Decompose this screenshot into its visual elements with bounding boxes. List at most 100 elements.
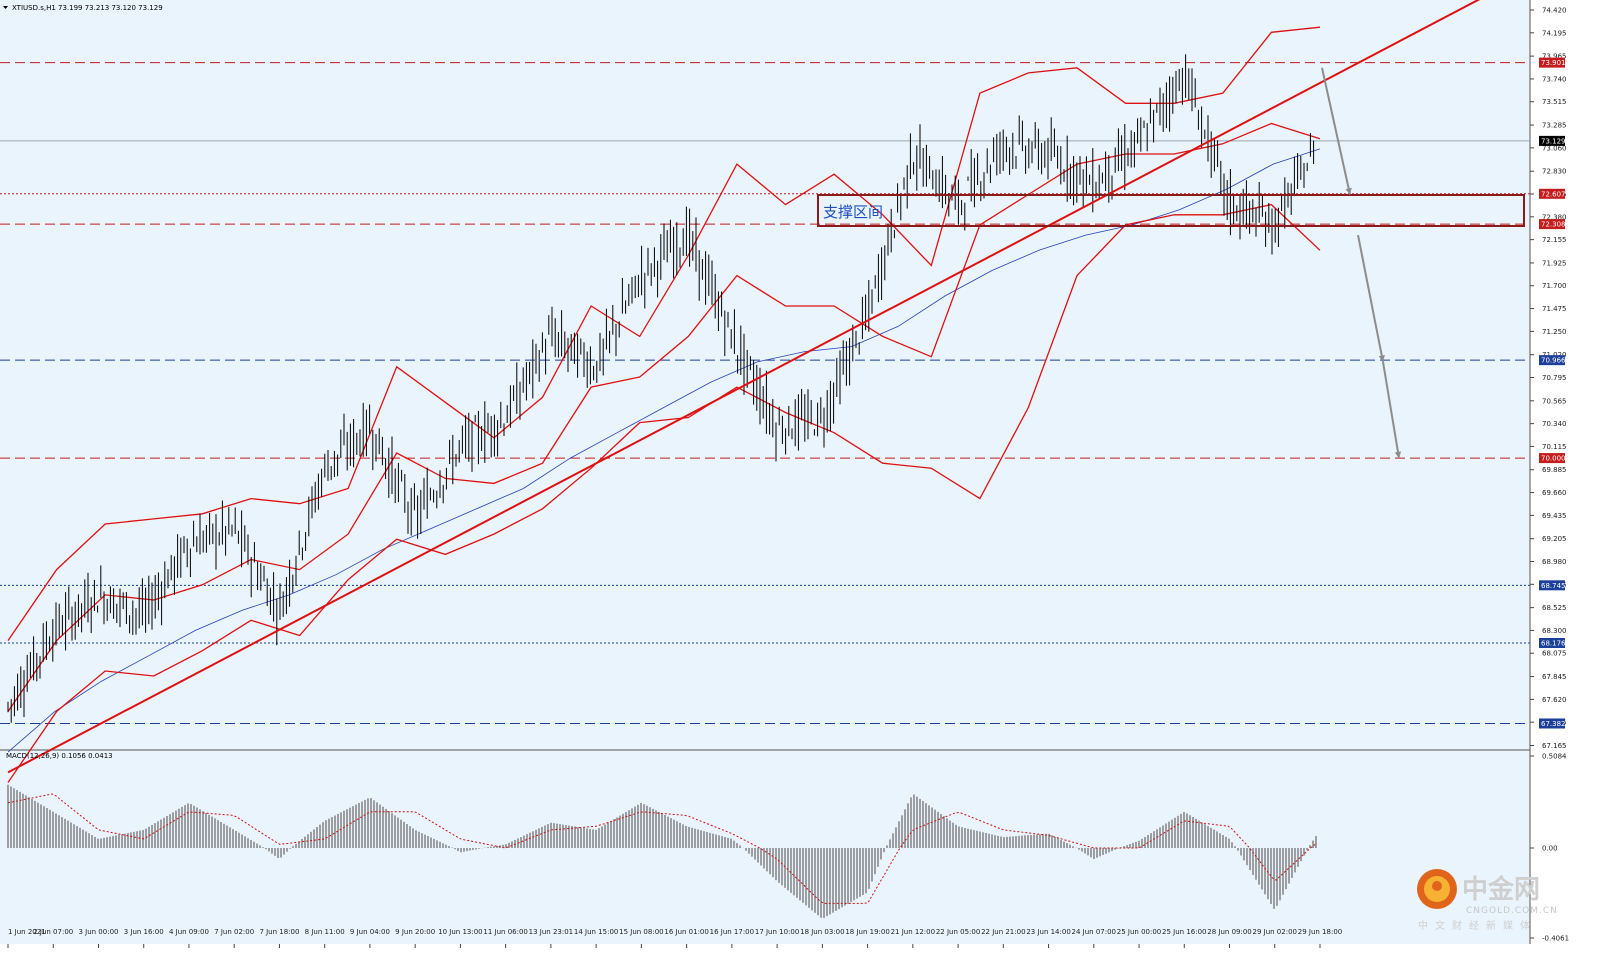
time-tick-label: 9 Jun 20:00 <box>395 928 435 936</box>
moving-average-line <box>7 148 1321 753</box>
time-axis-bg <box>0 944 1530 960</box>
time-tick-label: 17 Jun 10:00 <box>755 928 799 936</box>
price-tick-label: 71.475 <box>1542 305 1567 313</box>
price-tag-label: 72.308 <box>1541 221 1566 229</box>
price-tick-label: 68.980 <box>1542 558 1567 566</box>
price-tick-label: 72.380 <box>1542 213 1567 221</box>
cngold-logo: 中金网 CNGOLD.COM.CN 中文财经新媒体 <box>1417 869 1558 932</box>
price-tick-label: 68.525 <box>1542 604 1567 612</box>
bollinger-middle-line <box>7 122 1321 712</box>
time-tick-label: 22 Jun 05:00 <box>936 928 980 936</box>
price-tag <box>1539 453 1565 464</box>
price-tag-label: 70.000 <box>1541 455 1566 463</box>
price-tick-label: 67.165 <box>1542 742 1567 750</box>
time-tick-label: 7 Jun 02:00 <box>214 928 254 936</box>
time-tick-label: 24 Jun 07:00 <box>1072 928 1116 936</box>
time-tick-label: 22 Jun 21:00 <box>981 928 1025 936</box>
macd-tick-label: 0.5084 <box>1542 753 1567 761</box>
bollinger-lower-line <box>7 203 1321 783</box>
time-tick-label: 15 Jun 08:00 <box>619 928 663 936</box>
projection-segment <box>1357 234 1384 362</box>
macd-tick-label: 0.00 <box>1542 845 1558 853</box>
time-tick-label: 13 Jun 23:01 <box>529 928 573 936</box>
level-lines <box>0 62 1530 724</box>
projection-arrowhead <box>1345 187 1352 195</box>
price-tick-label: 71.250 <box>1542 328 1567 336</box>
time-tick-label: 2 Jun 07:00 <box>33 928 73 936</box>
bollinger-bands <box>7 26 1321 783</box>
macd-signal-path <box>7 793 1317 904</box>
time-tick-label: 14 Jun 15:00 <box>574 928 618 936</box>
trendline-group[interactable] <box>7 0 1538 774</box>
price-tick-label: 71.700 <box>1542 282 1567 290</box>
price-tick-label: 68.300 <box>1542 627 1567 635</box>
projection-segment <box>1382 361 1400 459</box>
time-tick-label: 16 Jun 01:00 <box>664 928 708 936</box>
price-tick-label: 73.060 <box>1542 144 1567 152</box>
macd-plot-bg <box>0 750 1530 944</box>
price-tag-label: 68.176 <box>1541 640 1566 648</box>
price-tick-label: 74.195 <box>1542 29 1567 37</box>
time-tick-label: 21 Jun 12:00 <box>891 928 935 936</box>
price-tick-label: 70.565 <box>1542 397 1567 405</box>
price-tag-label: 72.607 <box>1541 190 1566 198</box>
price-tick-label: 69.885 <box>1542 466 1567 474</box>
projection-arrowhead <box>1394 451 1402 459</box>
time-tick-label: 3 Jun 16:00 <box>124 928 164 936</box>
price-tick-label: 73.515 <box>1542 98 1567 106</box>
price-tag <box>1539 355 1565 366</box>
projection-arrows <box>1321 67 1402 459</box>
price-tick-label: 69.660 <box>1542 489 1567 497</box>
time-tick-label: 1 Jun 2021 <box>8 928 46 936</box>
rising-trendline[interactable] <box>7 0 1538 774</box>
time-tick-label: 16 Jun 17:00 <box>710 928 754 936</box>
time-tick-label: 7 Jun 18:00 <box>259 928 299 936</box>
price-tick-label: 69.435 <box>1542 512 1567 520</box>
price-tag-label: 70.966 <box>1541 357 1566 365</box>
macd-histogram <box>7 784 1317 918</box>
price-axis-bg <box>1530 0 1600 960</box>
time-tick-label: 23 Jun 14:00 <box>1026 928 1070 936</box>
price-tag <box>1539 135 1565 146</box>
projection-segment <box>1321 67 1351 195</box>
macd-axis-ticks: 0.5084 0.00 -0.4061 <box>1530 753 1569 943</box>
support-zone-group[interactable]: 支撑区间 <box>817 194 1525 227</box>
price-tag-label: 68.745 <box>1541 582 1566 590</box>
price-tick-label: 73.965 <box>1542 53 1567 61</box>
price-tick-label: 71.925 <box>1542 259 1567 267</box>
logo-text: 中金网 <box>1462 874 1540 905</box>
dropdown-icon[interactable] <box>3 6 8 9</box>
time-tick-label: 25 Jun 16:00 <box>1162 928 1206 936</box>
time-tick-label: 18 Jun 19:00 <box>845 928 889 936</box>
price-tag <box>1539 580 1565 591</box>
price-tick-label: 73.285 <box>1542 122 1567 130</box>
macd-header: MACD(12,26,9) 0.1056 0.0413 <box>6 752 113 760</box>
price-tick-label: 69.205 <box>1542 535 1567 543</box>
time-tick-label: 9 Jun 04:00 <box>350 928 390 936</box>
price-tick-label: 73.740 <box>1542 75 1567 83</box>
time-tick-label: 11 Jun 06:00 <box>483 928 527 936</box>
price-tag <box>1539 718 1565 729</box>
price-tag <box>1539 188 1565 199</box>
time-tick-label: 25 Jun 00:00 <box>1117 928 1161 936</box>
price-tag-label: 67.382 <box>1541 720 1566 728</box>
candles <box>7 54 1315 723</box>
price-tick-label: 68.075 <box>1542 650 1567 658</box>
macd-tick-label: -0.4061 <box>1542 935 1569 943</box>
time-tick-label: 28 Jun 09:00 <box>1207 928 1251 936</box>
price-tick-label: 72.155 <box>1542 236 1567 244</box>
moving-average <box>7 148 1321 753</box>
logo-tagline: 中文财经新媒体 <box>1418 919 1537 932</box>
price-tick-label: 70.340 <box>1542 420 1567 428</box>
projection-arrowhead <box>1378 355 1385 362</box>
logo-domain: CNGOLD.COM.CN <box>1466 906 1558 916</box>
price-tag <box>1539 57 1565 68</box>
macd-signal-line <box>7 793 1317 904</box>
logo-emblem-core <box>1432 881 1442 891</box>
time-tick-label: 29 Jun 18:00 <box>1298 928 1342 936</box>
price-tick-label: 67.620 <box>1542 696 1567 704</box>
support-zone-box[interactable] <box>817 194 1525 227</box>
price-tag-label: 73.901 <box>1541 59 1566 67</box>
